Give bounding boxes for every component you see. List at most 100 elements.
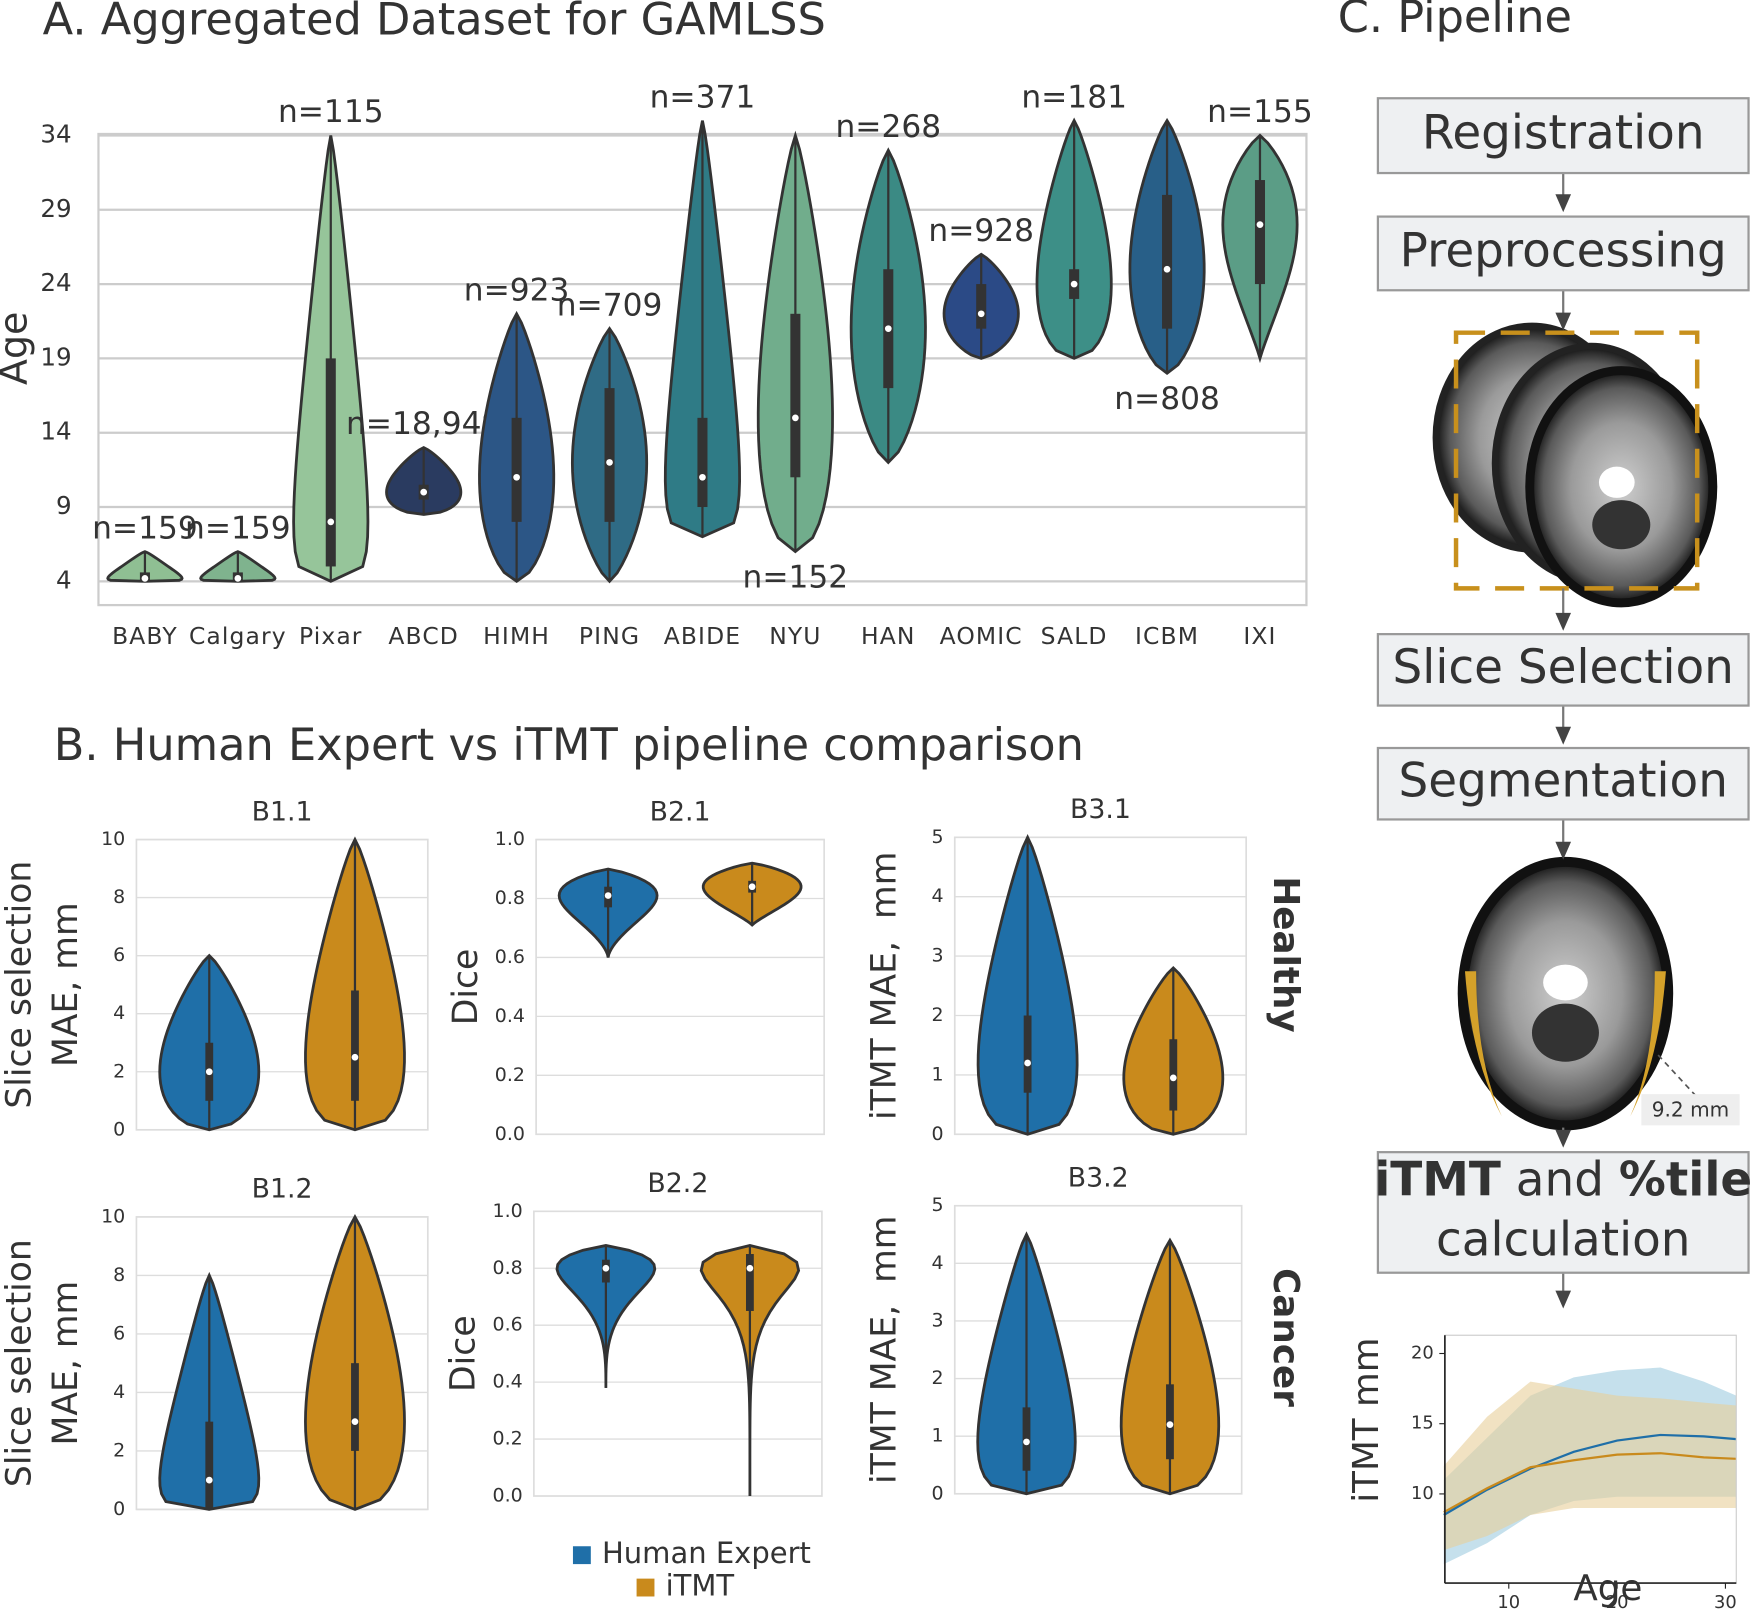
y-tick-label: 2 (932, 1004, 944, 1026)
sample-size-label: n=159 (92, 510, 198, 546)
step-label: Preprocessing (1400, 223, 1727, 278)
violin-median (1166, 1421, 1174, 1428)
y-tick-label: 0 (932, 1482, 944, 1504)
y-tick-label: 9 (56, 491, 72, 520)
y-tick-label: 6 (113, 1322, 125, 1344)
step-label-part: %tile (1619, 1152, 1751, 1207)
y-tick-label: 0.8 (495, 887, 525, 909)
chart-title: B2.2 (647, 1168, 708, 1199)
y-tick-label: 0.6 (493, 1314, 523, 1336)
y-axis-label: Age (0, 312, 35, 385)
sample-size-label: n=808 (1114, 381, 1220, 417)
y-tick-label: 4 (113, 1381, 125, 1403)
x-tick-label: SALD (1041, 622, 1108, 650)
violin-median (205, 1476, 213, 1484)
legend-swatch (572, 1546, 591, 1565)
legend-label: Human Expert (602, 1536, 811, 1570)
sample-size-label: n=159 (185, 510, 291, 546)
violin-box (1023, 1015, 1032, 1093)
y-tick-label: 4 (56, 565, 72, 594)
violin-median (699, 473, 706, 481)
violin-median (420, 488, 428, 496)
x-tick-label: BABY (112, 622, 178, 650)
violin-median (748, 883, 756, 891)
chart-title: B2.1 (650, 796, 711, 827)
y-axis-label: iTMT mm (1346, 1337, 1387, 1502)
y-tick-label: 8 (113, 1264, 125, 1286)
step-box (1376, 746, 1750, 821)
y-axis-label: MAE, mm (46, 1281, 86, 1446)
step-label-part: Registration (1422, 105, 1705, 160)
y-tick-label: 6 (113, 944, 125, 966)
sample-size-label: n=928 (928, 213, 1034, 249)
y-tick-label: 0 (113, 1118, 125, 1140)
step-box (1376, 97, 1750, 175)
y-tick-label: 20 (1411, 1342, 1434, 1363)
violin-box (511, 417, 522, 522)
arrow-head (1555, 194, 1572, 213)
legend-label: iTMT (666, 1569, 735, 1603)
y-tick-label: 0.2 (495, 1064, 525, 1086)
y-tick-label: 4 (113, 1002, 125, 1024)
y-tick-label: 4 (932, 885, 944, 907)
y-tick-label: 4 (932, 1252, 944, 1274)
y-tick-label: 1.0 (493, 1200, 523, 1222)
step-label-part: Preprocessing (1400, 223, 1727, 278)
step-label-part: and (1501, 1152, 1619, 1207)
sample-size-label: n=152 (743, 559, 849, 595)
step-box (1376, 215, 1750, 292)
violin-median (606, 459, 613, 466)
x-tick-label: IXI (1243, 622, 1276, 650)
violin-median (884, 325, 892, 333)
y-tick-label: 3 (932, 1309, 944, 1331)
y-tick-label: 0.6 (495, 946, 525, 968)
panel-a-title: A. Aggregated Dataset for GAMLSS (43, 0, 826, 45)
y-tick-label: 1 (932, 1425, 944, 1447)
violin-box (1254, 180, 1266, 285)
step-label-part: calculation (1436, 1212, 1691, 1267)
y-tick-label: 0.0 (493, 1485, 523, 1507)
violin-median (1256, 221, 1264, 228)
violin-median (1024, 1059, 1031, 1067)
sample-size-label: n=268 (835, 109, 941, 145)
violin-median (513, 473, 520, 481)
step-label-part: iTMT (1374, 1152, 1501, 1207)
step-label: Slice Selection (1393, 639, 1734, 694)
row-label: Healthy (1265, 876, 1306, 1032)
panel-b-title: B. Human Expert vs iTMT pipeline compari… (54, 719, 1084, 771)
step-label: iTMT and %tile (1374, 1152, 1751, 1207)
violin-median (977, 310, 985, 318)
y-tick-label: 2 (113, 1439, 125, 1461)
y-tick-label: 19 (40, 342, 71, 371)
y-tick-label: 0.8 (493, 1257, 523, 1279)
sample-size-label: n=181 (1021, 79, 1127, 115)
y-tick-label: 0 (932, 1123, 944, 1145)
violin-box (697, 417, 708, 508)
chart-title: B1.1 (252, 796, 313, 827)
y-tick-label: 3 (932, 945, 944, 967)
x-tick-label: NYU (769, 622, 821, 650)
arrow-head (1555, 1129, 1572, 1148)
line (1443, 1433, 1737, 1516)
violin-box (351, 990, 359, 1101)
arrow-head (1555, 1290, 1572, 1309)
y-axis-label: Slice selection (0, 1239, 39, 1487)
violin-box (205, 1421, 214, 1510)
violin-median (141, 575, 149, 582)
sample-size-label: n=923 (464, 272, 570, 308)
x-tick-label: AOMIC (940, 622, 1023, 650)
x-tick-label: ABIDE (664, 622, 741, 650)
y-tick-label: 24 (40, 268, 71, 297)
x-axis-label: Age (1573, 1568, 1642, 1609)
y-tick-label: 10 (1411, 1483, 1434, 1504)
row-label: Cancer (1265, 1268, 1306, 1407)
arrow-head (1555, 841, 1572, 860)
y-tick-label: 29 (40, 194, 71, 223)
violin-box (351, 1363, 359, 1451)
violin-box (325, 358, 336, 567)
violin-box (745, 1254, 754, 1311)
x-tick-label: 30 (1714, 1592, 1737, 1611)
violin-median (1169, 1074, 1177, 1082)
violin-median (1070, 280, 1078, 288)
